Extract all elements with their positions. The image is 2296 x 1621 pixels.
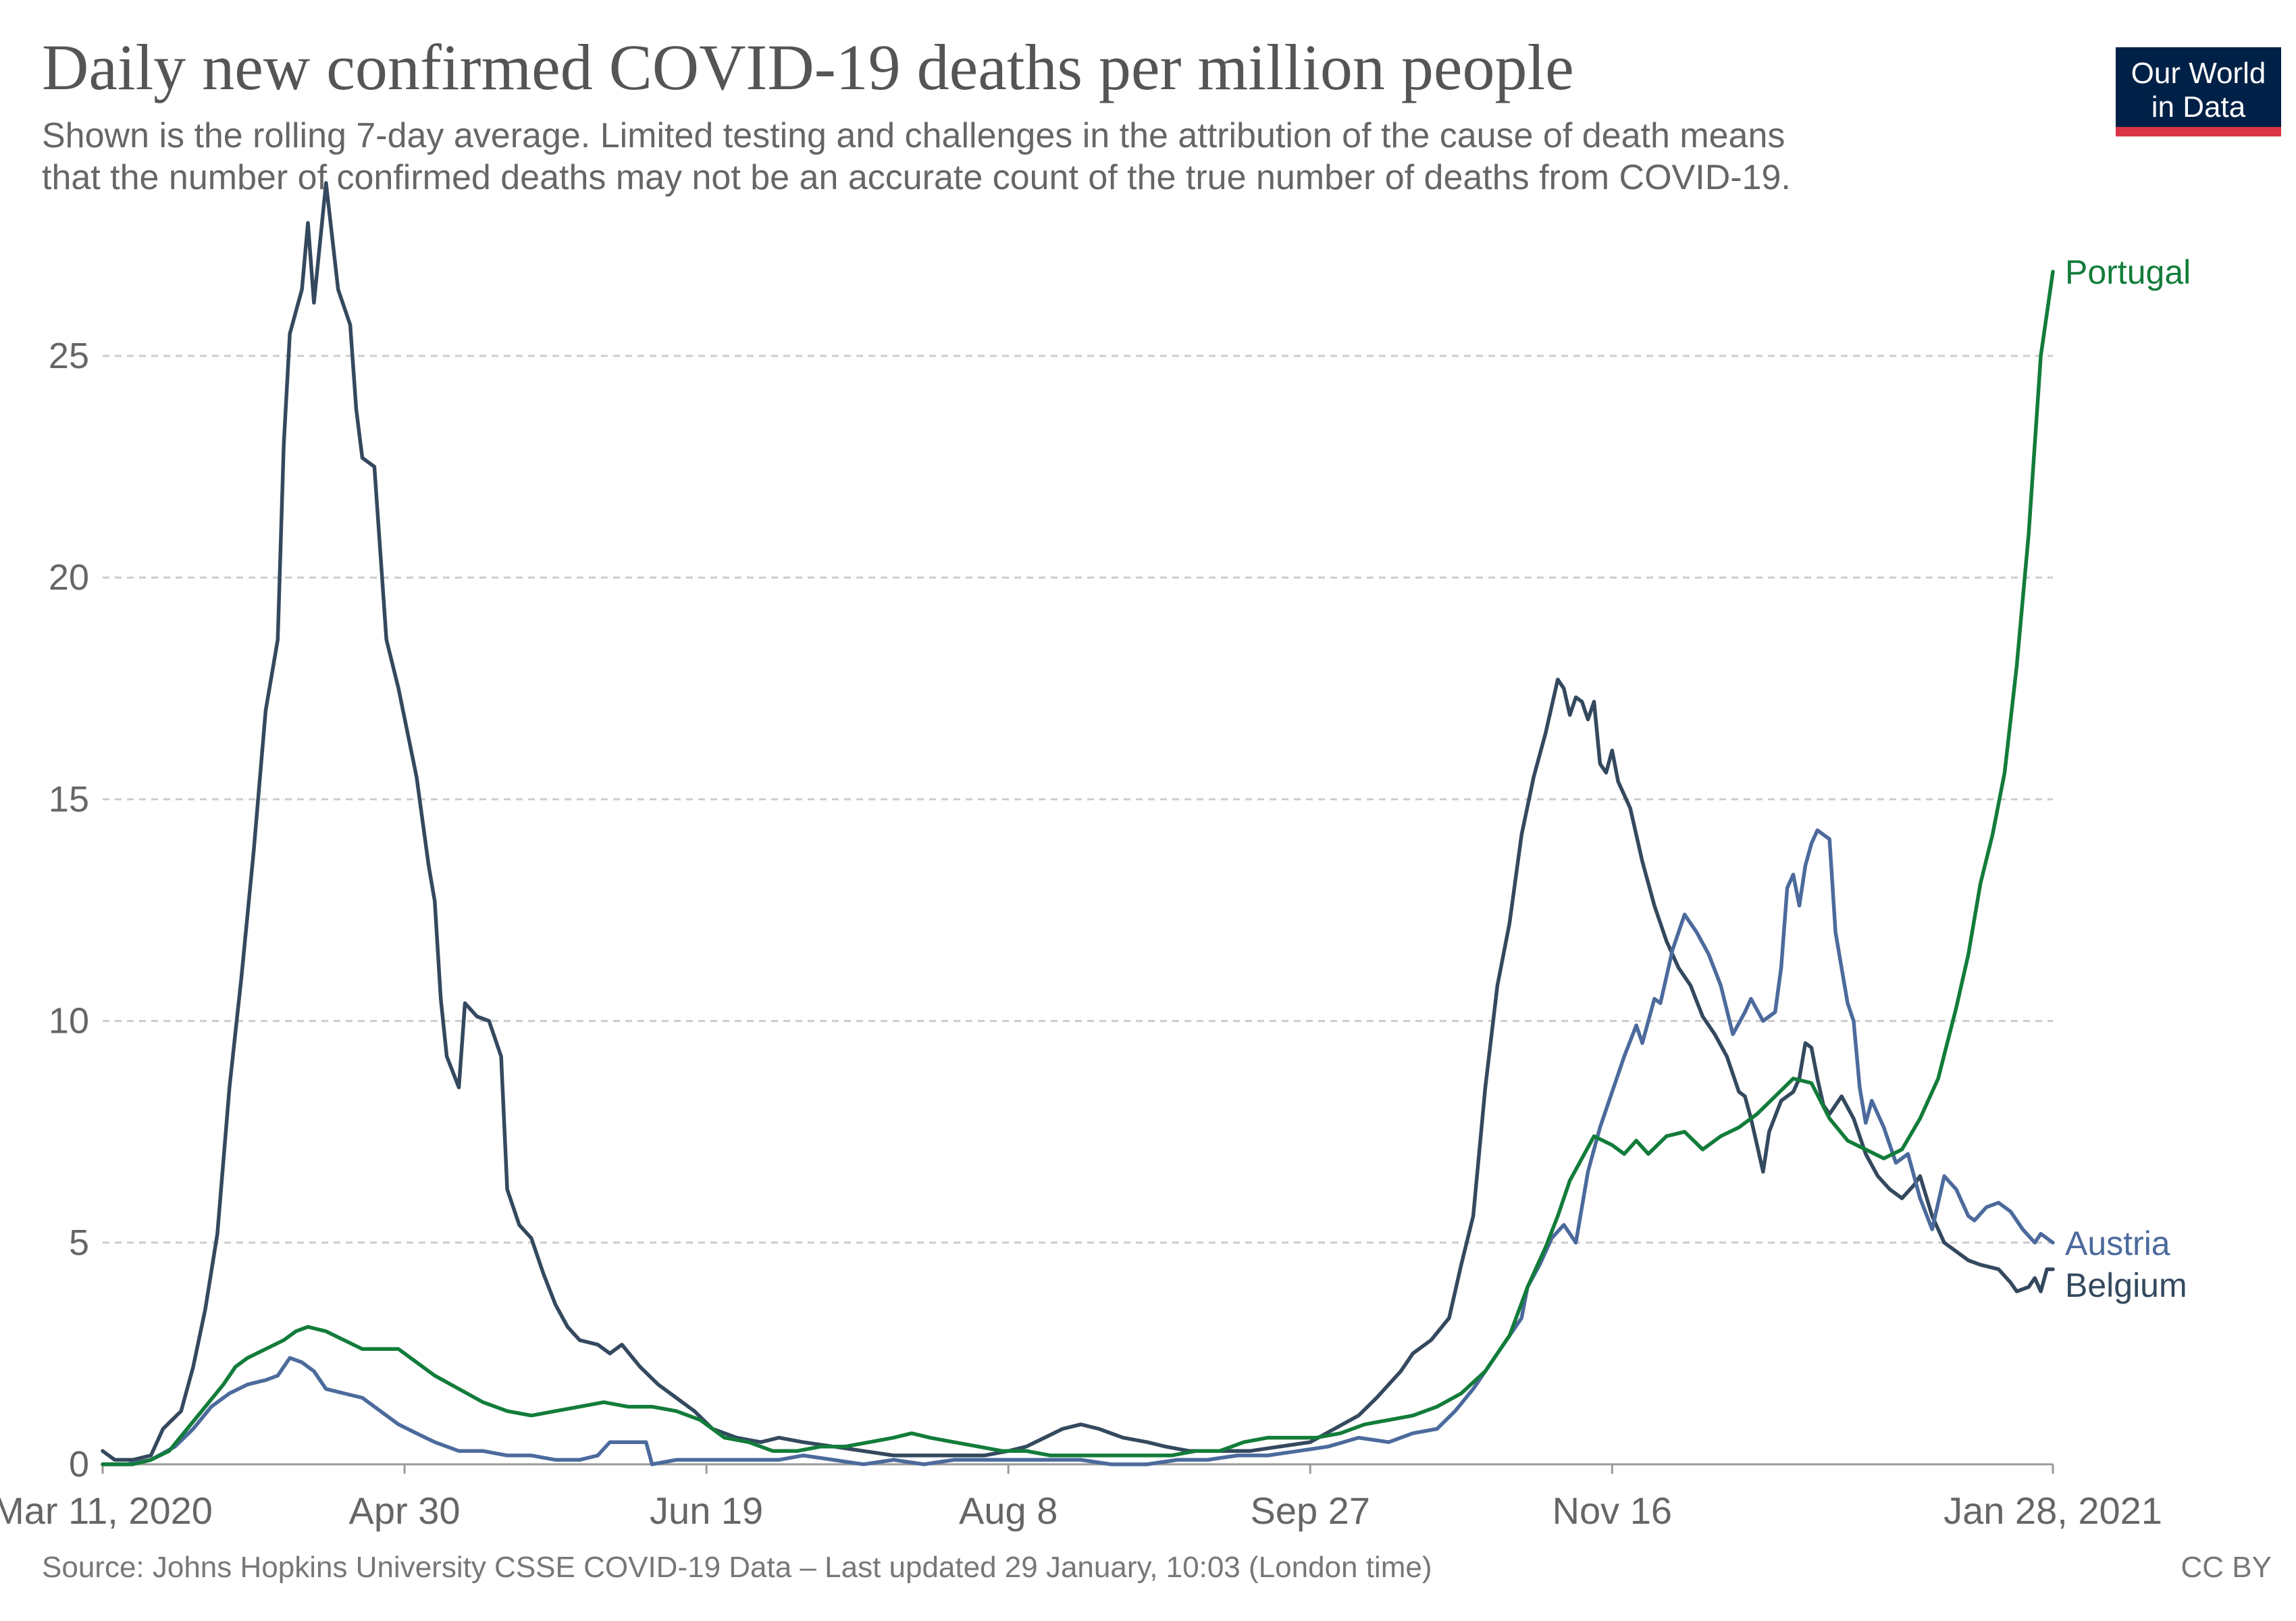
subtitle-line-2: that the number of confirmed deaths may … [42,158,1791,197]
y-tick-label: 10 [49,1001,89,1041]
x-tick-label: Jan 28, 2021 [1943,1489,2162,1532]
chart-title: Daily new confirmed COVID-19 deaths per … [42,31,1574,103]
chart-subtitle: Shown is the rolling 7-day average. Limi… [42,115,2054,199]
series-label-portugal: Portugal [2065,253,2191,291]
y-tick-label: 5 [69,1223,89,1263]
y-tick-label: 20 [49,557,89,598]
logo-line-1: Our World [2131,57,2266,90]
subtitle-line-1: Shown is the rolling 7-day average. Limi… [42,116,1785,155]
series-label-austria: Austria [2065,1225,2170,1262]
x-tick-label: Mar 11, 2020 [0,1489,213,1532]
x-tick-label: Nov 16 [1553,1489,1672,1532]
license-link[interactable]: CC BY [2181,1551,2272,1584]
gridlines [103,355,2053,1244]
series-line-portugal[interactable] [101,269,2055,1466]
series-labels: Belgium Austria Portugal [2065,253,2191,1304]
series-line-austria[interactable] [101,828,2055,1466]
series-line-belgium[interactable] [101,181,2055,1462]
x-tick-label: Jun 19 [650,1489,763,1532]
y-axis-ticks: 0 5 10 15 20 25 [49,336,89,1485]
x-axis: Mar 11, 2020 Apr 30 Jun 19 Aug 8 Sep 27 Nov 1… [0,1463,2162,1532]
y-tick-label: 15 [49,779,89,819]
x-tick-label: Apr 30 [349,1489,461,1532]
y-tick-label: 25 [49,336,89,376]
source-note: Source: Johns Hopkins University CSSE CO… [42,1551,1432,1584]
series-label-belgium: Belgium [2065,1266,2187,1304]
owid-logo[interactable]: Our World in Data [2116,47,2281,136]
y-tick-label: 0 [69,1444,89,1485]
x-tick-label: Aug 8 [959,1489,1058,1532]
logo-line-2: in Data [2151,91,2246,124]
series-lines [101,181,2055,1466]
x-tick-label: Sep 27 [1250,1489,1370,1532]
